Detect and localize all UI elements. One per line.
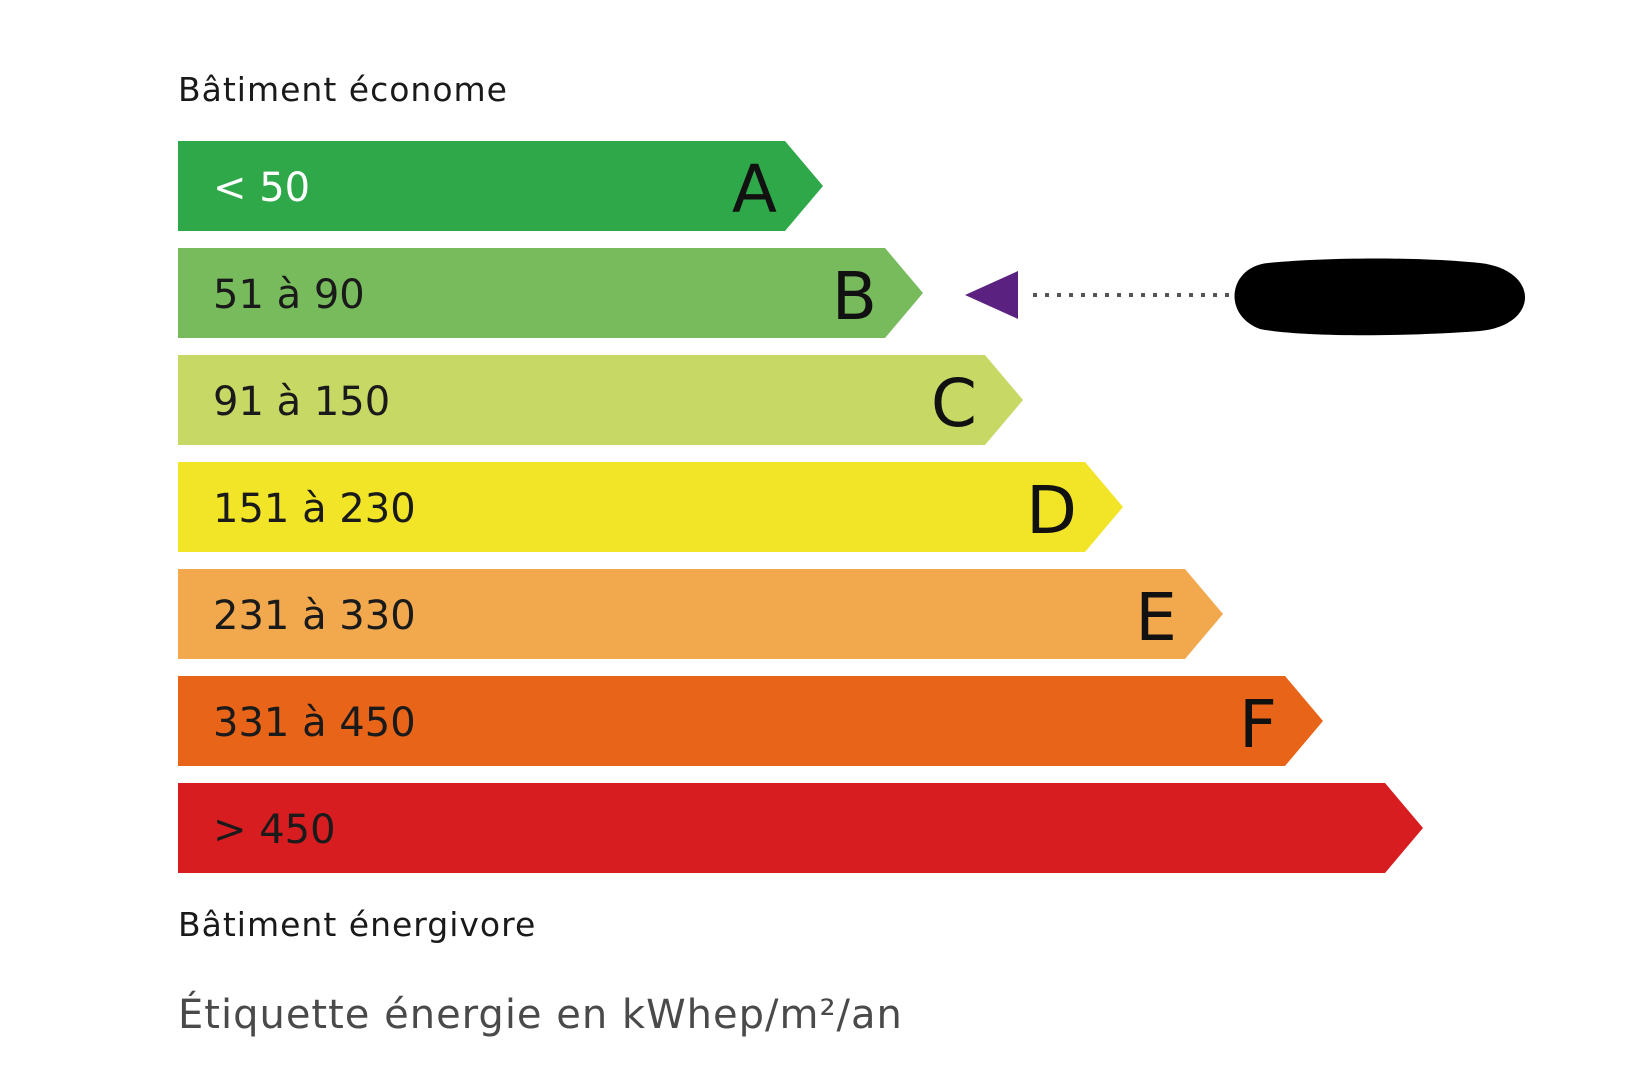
class-letter-B: B (832, 258, 877, 335)
class-letter-A: A (732, 151, 777, 228)
range-label-A: < 50 (213, 165, 310, 211)
unit-label: Étiquette énergie en kWhep/m²/an (178, 992, 903, 1038)
indicator-arrow-icon (965, 271, 1018, 319)
bar-D (178, 462, 1123, 552)
range-label-F: 331 à 450 (213, 700, 416, 746)
range-label-B: 51 à 90 (213, 272, 365, 318)
bottom-label: Bâtiment énergivore (178, 905, 537, 944)
range-label-G: > 450 (213, 807, 336, 853)
range-label-E: 231 à 330 (213, 593, 416, 639)
class-letter-F: F (1239, 686, 1277, 763)
range-label-D: 151 à 230 (213, 486, 416, 532)
class-letter-D: D (1026, 472, 1077, 549)
range-label-C: 91 à 150 (213, 379, 390, 425)
bar-A (178, 141, 823, 231)
bar-F (178, 676, 1323, 766)
top-label: Bâtiment économe (178, 70, 508, 109)
class-letter-E: E (1135, 579, 1177, 656)
class-letter-C: C (931, 365, 977, 442)
bar-C (178, 355, 1023, 445)
bar-B (178, 248, 923, 338)
bar-G (178, 783, 1423, 873)
redacted-value (1234, 258, 1525, 336)
bar-E (178, 569, 1223, 659)
